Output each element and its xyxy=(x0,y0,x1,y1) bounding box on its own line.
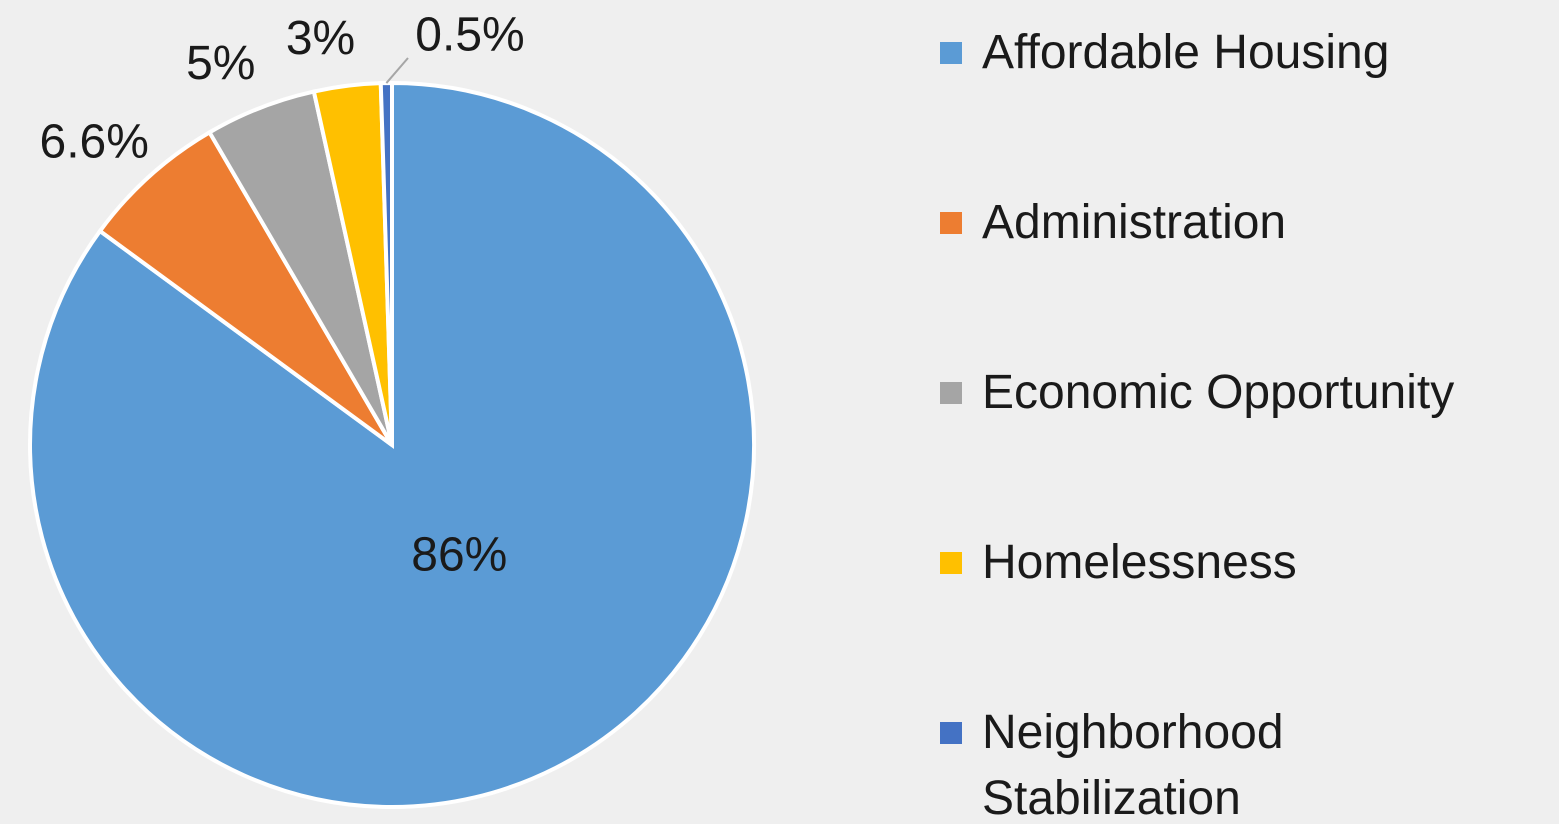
leader-line xyxy=(385,57,409,84)
pie-slice xyxy=(97,129,394,447)
legend-label: Homelessness xyxy=(982,536,1297,589)
pie-area: 86% 6.6% 5% 3% 0.5% xyxy=(28,9,756,809)
legend-item: Homelessness xyxy=(940,530,1552,596)
legend-swatch xyxy=(940,212,962,234)
data-label: 3% xyxy=(286,12,355,65)
pie-slice xyxy=(378,80,394,446)
legend-label: Administration xyxy=(982,196,1287,249)
data-label: 86% xyxy=(411,529,507,582)
legend-swatch xyxy=(940,722,962,744)
legend-swatch xyxy=(940,42,962,64)
legend-item: Economic Opportunity xyxy=(940,360,1552,426)
legend-swatch xyxy=(940,552,962,574)
legend-item: Affordable Housing xyxy=(940,20,1552,86)
legend-label: Economic Opportunity xyxy=(982,366,1455,419)
data-label: 5% xyxy=(186,37,255,90)
legend-item: Administration xyxy=(940,190,1552,256)
data-label: 0.5% xyxy=(415,9,524,62)
legend-label: Neighborhood Stabilization xyxy=(982,706,1284,824)
data-label: 6.6% xyxy=(40,115,149,168)
legend-swatch xyxy=(940,382,962,404)
legend-label: Affordable Housing xyxy=(982,26,1390,79)
legend-item: Neighborhood Stabilization xyxy=(940,700,1552,824)
